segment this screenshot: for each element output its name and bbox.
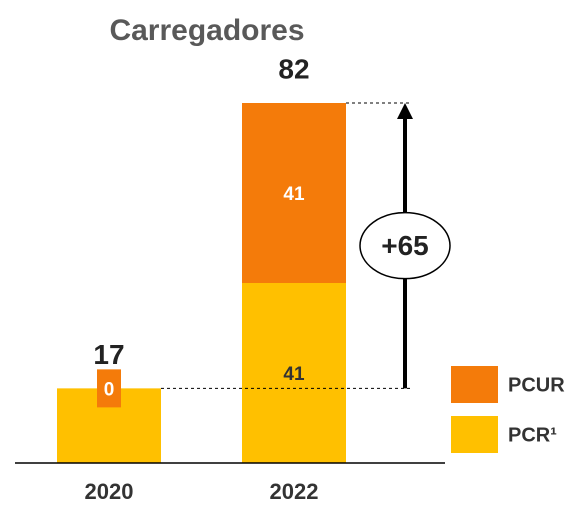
total-label: 17 (93, 339, 124, 370)
data-label: 0 (104, 379, 115, 400)
bar-segment (242, 283, 346, 463)
data-label: 41 (283, 184, 305, 205)
chart-title: Carregadores (109, 14, 304, 47)
total-label: 82 (278, 53, 309, 84)
data-label: 41 (283, 364, 305, 385)
legend-label: PCR¹ (508, 424, 557, 446)
x-tick-label: 2022 (270, 479, 319, 504)
label-box (97, 369, 121, 408)
x-tick-label: 2020 (85, 479, 134, 504)
annotation: +65 (381, 230, 429, 261)
arrow-head (397, 103, 413, 119)
legend-swatch (451, 366, 498, 403)
annotation-ellipse (359, 211, 451, 280)
legend-label: PCUR (508, 374, 565, 396)
legend-swatch (451, 416, 498, 453)
bar-segment (242, 103, 346, 283)
